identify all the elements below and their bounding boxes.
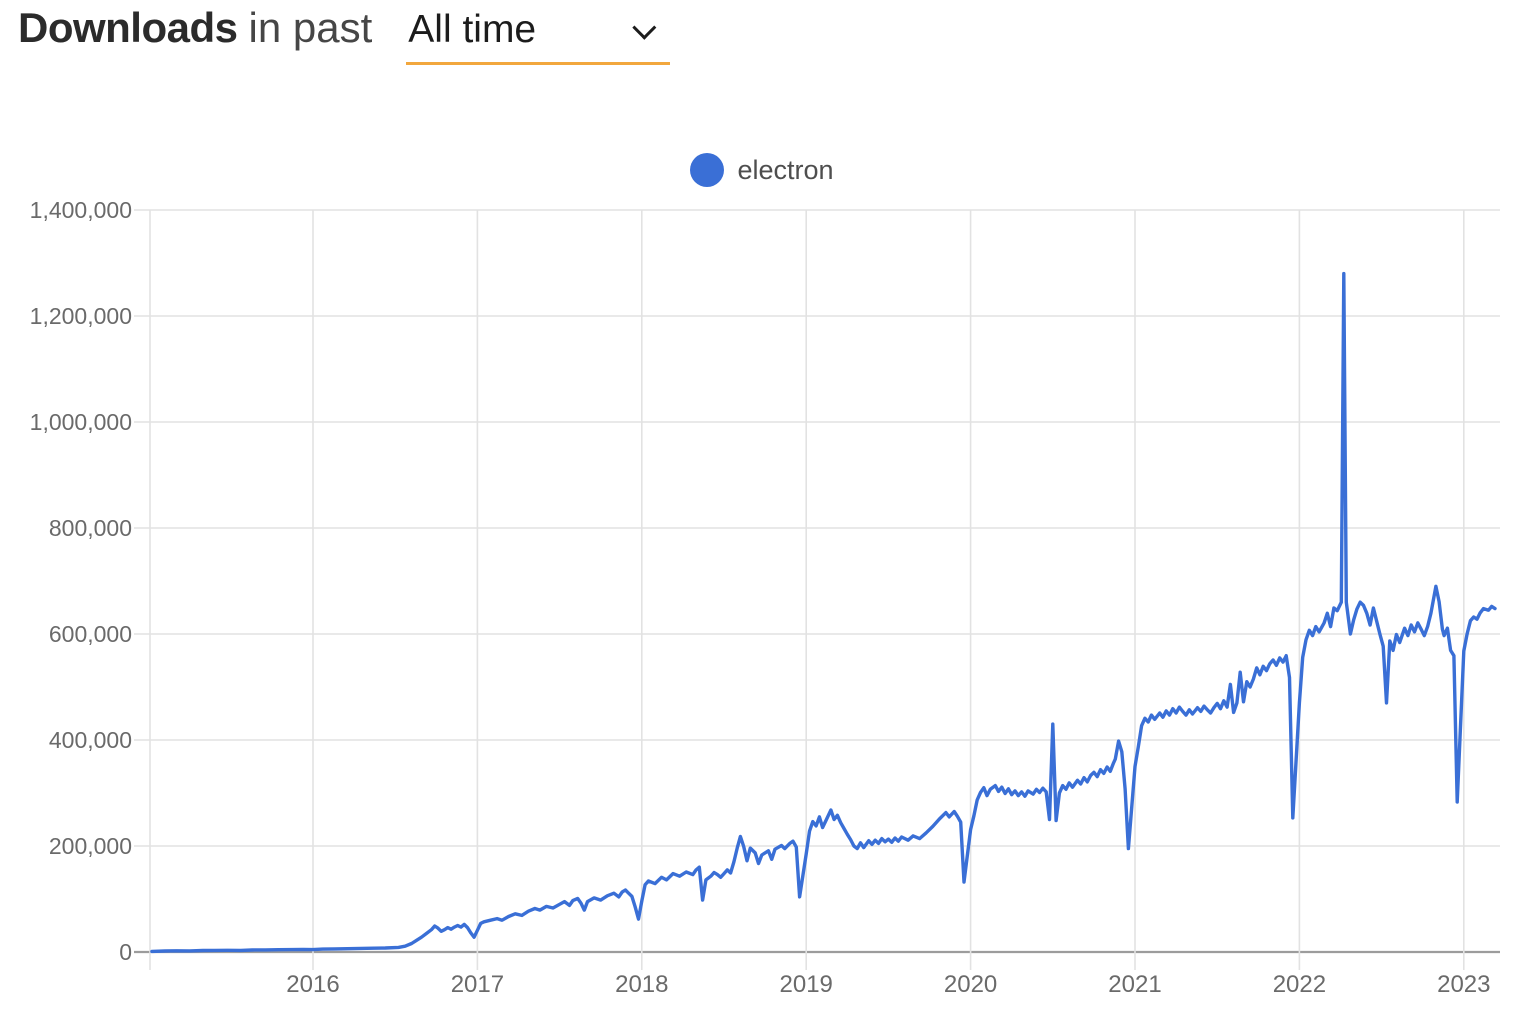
- x-tick-label: 2018: [615, 971, 668, 998]
- y-tick-label: 200,000: [49, 833, 132, 859]
- chevron-down-icon: [632, 15, 657, 40]
- x-tick-label: 2021: [1108, 971, 1161, 998]
- y-tick-label: 600,000: [49, 621, 132, 647]
- y-tick-label: 400,000: [49, 727, 132, 753]
- y-tick-label: 800,000: [49, 515, 132, 541]
- x-tick-label: 2020: [944, 971, 997, 998]
- x-tick-label: 2016: [286, 971, 339, 998]
- chart-legend: electron: [0, 153, 1524, 187]
- time-range-select[interactable]: All time: [406, 6, 671, 65]
- y-tick-label: 1,000,000: [30, 409, 132, 435]
- y-tick-label: 0: [119, 939, 132, 965]
- page-title: Downloads: [18, 4, 238, 51]
- x-tick-label: 2023: [1437, 971, 1490, 998]
- series-line-electron: [150, 271, 1497, 954]
- x-tick-label: 2017: [451, 971, 504, 998]
- legend-dot-electron: [690, 153, 725, 187]
- page-subtitle: in past: [248, 4, 373, 51]
- x-tick-label: 2019: [780, 971, 833, 998]
- y-tick-label: 1,400,000: [30, 197, 132, 223]
- page-header: Downloads in past All time: [18, 4, 671, 65]
- x-tick-label: 2022: [1273, 971, 1326, 998]
- legend-label-electron: electron: [737, 154, 834, 185]
- y-tick-label: 1,200,000: [30, 303, 132, 329]
- time-range-value: All time: [408, 8, 537, 51]
